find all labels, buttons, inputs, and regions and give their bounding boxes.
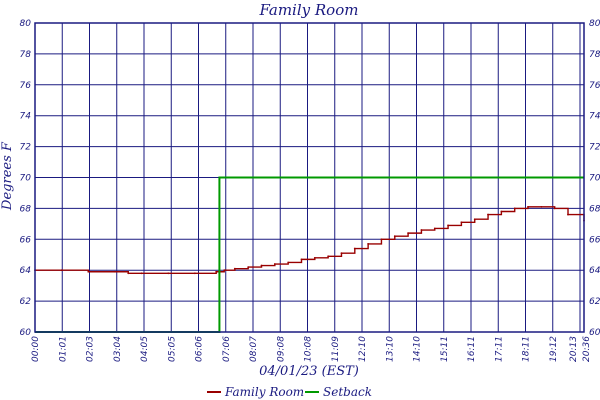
data-point-family-room (567, 213, 569, 216)
y-tick-label-right: 64 (589, 266, 600, 276)
y-tick-label-right: 66 (589, 235, 600, 245)
y-tick-label-right: 62 (589, 297, 600, 307)
data-point-family-room (353, 247, 356, 250)
data-point-family-room (215, 270, 218, 273)
data-point-family-room (460, 221, 463, 224)
data-point-family-room (300, 258, 303, 261)
series-line-family-room (35, 206, 585, 274)
x-tick-label: 18:11 (522, 336, 532, 362)
legend-label-setback: Setback (323, 385, 372, 399)
data-point-family-room (247, 266, 250, 269)
y-tick-label: 60 (20, 328, 32, 338)
data-point-family-room (194, 272, 196, 275)
data-point-family-room (287, 261, 290, 264)
data-point-family-room (114, 270, 116, 273)
y-tick-label: 70 (20, 174, 32, 184)
x-tick-label: 14:10 (413, 336, 423, 362)
y-tick-label: 72 (20, 143, 32, 153)
y-tick-label: 62 (20, 297, 32, 307)
x-tick-label: 15:11 (440, 336, 450, 362)
y-tick-label-right: 60 (589, 328, 600, 338)
data-point-family-room (487, 213, 489, 216)
y-tick-label-right: 70 (589, 174, 600, 184)
x-tick-labels: 00:00 01:01 02:03 03:04 04:05 05:05 06:06 07:06… (31, 336, 592, 362)
y-tick-label: 64 (20, 266, 32, 276)
x-tick-label: 17:11 (494, 336, 504, 362)
data-point-family-room (273, 263, 276, 265)
data-point-family-room (447, 224, 449, 227)
data-point-family-room (420, 229, 423, 231)
data-point-family-room (393, 235, 396, 238)
x-axis-label: 04/01/23 (EST) (259, 364, 359, 379)
y-axis-label: Degrees F (0, 141, 15, 211)
data-point-family-room (223, 269, 226, 272)
x-tick-label: 09:08 (276, 336, 286, 362)
y-tick-label: 68 (20, 204, 32, 214)
y-tick-labels-left: 60 62 64 66 68 70 72 74 76 78 80 (20, 19, 32, 338)
data-point-family-room (367, 243, 370, 245)
data-point-family-room (127, 272, 130, 275)
data-point-family-room (473, 218, 476, 221)
y-tick-labels-right: 60 62 64 66 68 70 72 74 76 78 80 (589, 19, 600, 338)
x-tick-label: 16:11 (467, 336, 477, 362)
data-point-family-room (340, 252, 343, 255)
data-point-family-room (233, 267, 236, 270)
data-point-family-room (527, 205, 529, 208)
y-tick-label: 66 (20, 235, 32, 245)
x-tick-label: 00:00 (31, 336, 41, 362)
y-tick-label-right: 72 (589, 143, 600, 153)
data-point-family-room (433, 227, 436, 230)
y-tick-label: 74 (20, 112, 32, 122)
x-tick-label: 13:10 (385, 336, 395, 362)
data-point-family-room (87, 270, 90, 273)
data-point-family-room (540, 205, 543, 208)
chart-title: Family Room (259, 1, 359, 19)
x-tick-label: 20:36 (582, 336, 592, 362)
y-tick-label-right: 74 (589, 112, 600, 122)
data-point-family-room (140, 272, 143, 275)
x-tick-label: 07:06 (222, 336, 232, 362)
data-point-family-room (327, 255, 330, 258)
data-point-family-room (167, 272, 170, 275)
y-tick-label-right: 68 (589, 204, 600, 214)
x-tick-label: 03:04 (113, 336, 123, 362)
series-line-setback (35, 176, 584, 333)
data-point-family-room (380, 238, 383, 241)
x-tick-label: 08:07 (249, 336, 259, 362)
plot-frame (34, 22, 585, 333)
data-point-family-room (407, 232, 410, 235)
y-tick-label-right: 80 (589, 19, 600, 29)
x-tick-label: 20:13 (569, 336, 579, 362)
y-tick-label: 80 (20, 19, 32, 29)
y-tick-label-right: 78 (589, 50, 600, 60)
data-point-family-room (553, 207, 556, 210)
x-tick-label: 19:12 (549, 336, 559, 362)
y-tick-label: 76 (20, 81, 32, 91)
y-tick-label-right: 76 (589, 81, 600, 91)
x-tick-label: 12:10 (358, 336, 368, 362)
x-tick-label: 02:03 (86, 336, 96, 362)
y-tick-label: 78 (20, 50, 32, 60)
x-tick-label: 10:08 (304, 336, 314, 362)
x-tick-label: 01:01 (58, 336, 68, 362)
data-point-family-room (60, 269, 63, 272)
legend-label-family-room: Family Room (224, 385, 304, 399)
data-point-family-room (260, 264, 263, 267)
x-tick-label: 11:09 (331, 336, 341, 362)
data-point-family-room (313, 256, 316, 259)
data-point-family-room (500, 210, 503, 213)
legend: Family Room Setback (207, 385, 372, 399)
x-tick-label: 06:06 (195, 336, 205, 362)
x-tick-label: 04:05 (140, 336, 150, 362)
x-tick-label: 05:05 (167, 336, 177, 362)
data-point-family-room (513, 207, 516, 210)
